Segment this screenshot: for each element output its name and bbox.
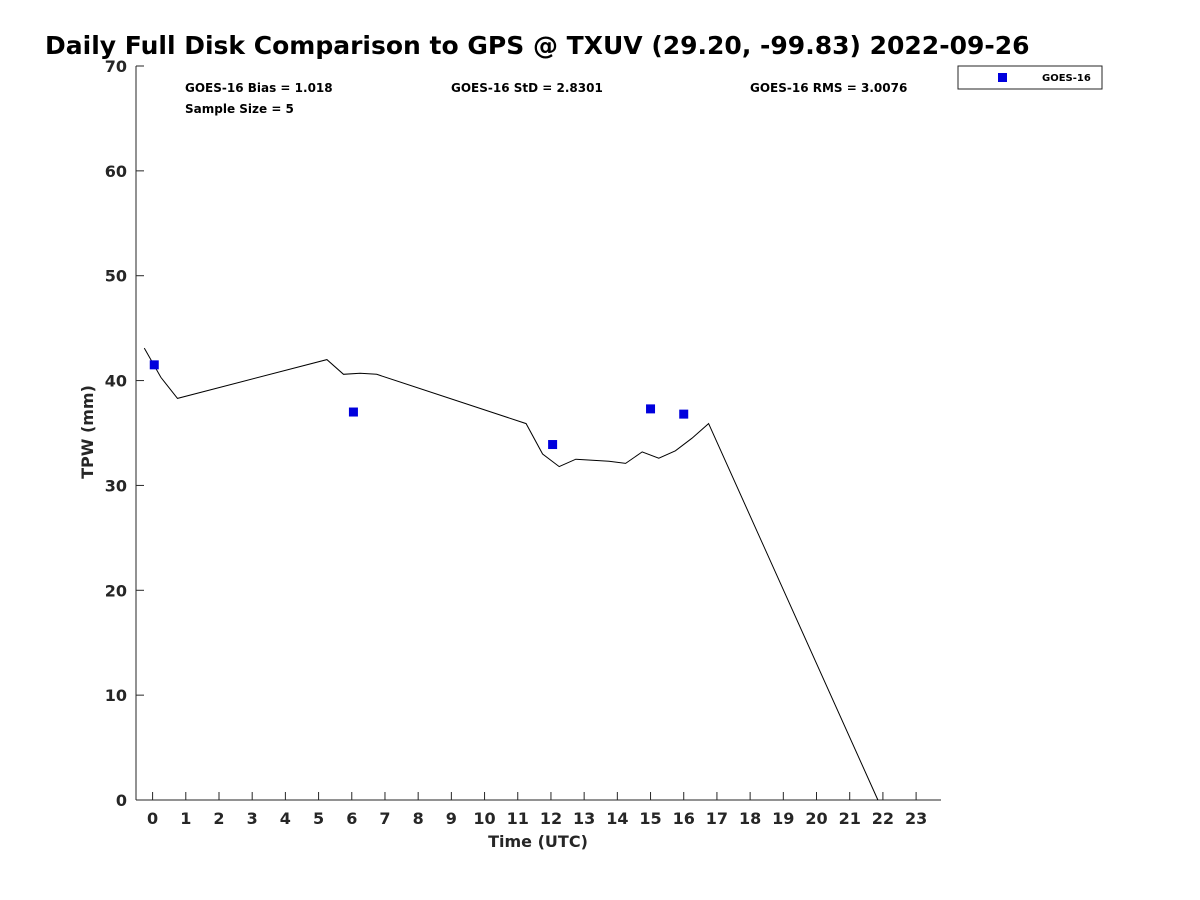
x-tick-label: 0 xyxy=(147,809,158,828)
x-tick-label: 9 xyxy=(446,809,457,828)
x-tick-label: 2 xyxy=(213,809,224,828)
x-tick-label: 23 xyxy=(905,809,927,828)
gps-line-layer xyxy=(143,347,879,801)
sample-size-annotation: Sample Size = 5 xyxy=(185,102,294,116)
x-tick-label: 13 xyxy=(573,809,595,828)
x-tick-label: 1 xyxy=(180,809,191,828)
goes16-point xyxy=(149,360,159,370)
x-tick-label: 3 xyxy=(247,809,258,828)
x-tick-label: 16 xyxy=(673,809,695,828)
y-tick-label: 0 xyxy=(116,791,127,810)
x-tick-label: 4 xyxy=(280,809,291,828)
x-tick-label: 17 xyxy=(706,809,728,828)
x-tick-label: 11 xyxy=(507,809,529,828)
x-tick-label: 8 xyxy=(413,809,424,828)
std-annotation: GOES-16 StD = 2.8301 xyxy=(451,81,603,95)
x-tick-label: 21 xyxy=(839,809,861,828)
legend-box xyxy=(957,65,1103,90)
goes16-point xyxy=(348,407,358,417)
legend-marker-goes16 xyxy=(998,73,1007,82)
y-axis-label: TPW (mm) xyxy=(78,385,97,479)
x-tick-label: 12 xyxy=(540,809,562,828)
y-axis-ticks: 0 10 20 30 40 50 60 70 xyxy=(105,57,144,810)
x-axis-label: Time (UTC) xyxy=(488,832,588,851)
x-tick-label: 18 xyxy=(739,809,761,828)
y-tick-label: 10 xyxy=(105,686,127,705)
chart-title: Daily Full Disk Comparison to GPS @ TXUV… xyxy=(45,31,1030,60)
goes16-point xyxy=(679,409,689,419)
x-tick-label: 22 xyxy=(872,809,894,828)
plot-frame xyxy=(135,66,941,801)
rms-annotation: GOES-16 RMS = 3.0076 xyxy=(750,81,907,95)
legend: GOES-16 xyxy=(957,65,1103,90)
x-tick-label: 10 xyxy=(473,809,495,828)
goes16-point xyxy=(646,404,656,414)
y-tick-label: 60 xyxy=(105,162,127,181)
y-tick-label: 40 xyxy=(105,372,127,391)
x-tick-label: 20 xyxy=(805,809,827,828)
x-tick-label: 15 xyxy=(639,809,661,828)
x-tick-label: 5 xyxy=(313,809,324,828)
stats-annotations: GOES-16 Bias = 1.018 GOES-16 StD = 2.830… xyxy=(185,81,907,116)
x-tick-label: 14 xyxy=(606,809,628,828)
y-tick-label: 70 xyxy=(105,57,127,76)
y-tick-label: 50 xyxy=(105,267,127,286)
goes16-point xyxy=(548,440,558,450)
x-tick-label: 6 xyxy=(346,809,357,828)
y-tick-label: 20 xyxy=(105,581,127,600)
bias-annotation: GOES-16 Bias = 1.018 xyxy=(185,81,333,95)
x-axis-ticks: 0 1 2 3 4 5 6 7 8 9 10 11 12 13 14 15 16 17 18 19 20 21 22 23 xyxy=(147,792,927,828)
y-tick-label: 30 xyxy=(105,476,127,495)
x-tick-label: 19 xyxy=(772,809,794,828)
legend-label-goes16: GOES-16 xyxy=(1042,73,1091,84)
goes16-points-layer xyxy=(149,360,689,450)
x-tick-label: 7 xyxy=(379,809,390,828)
gps-tpw-line xyxy=(143,347,879,801)
